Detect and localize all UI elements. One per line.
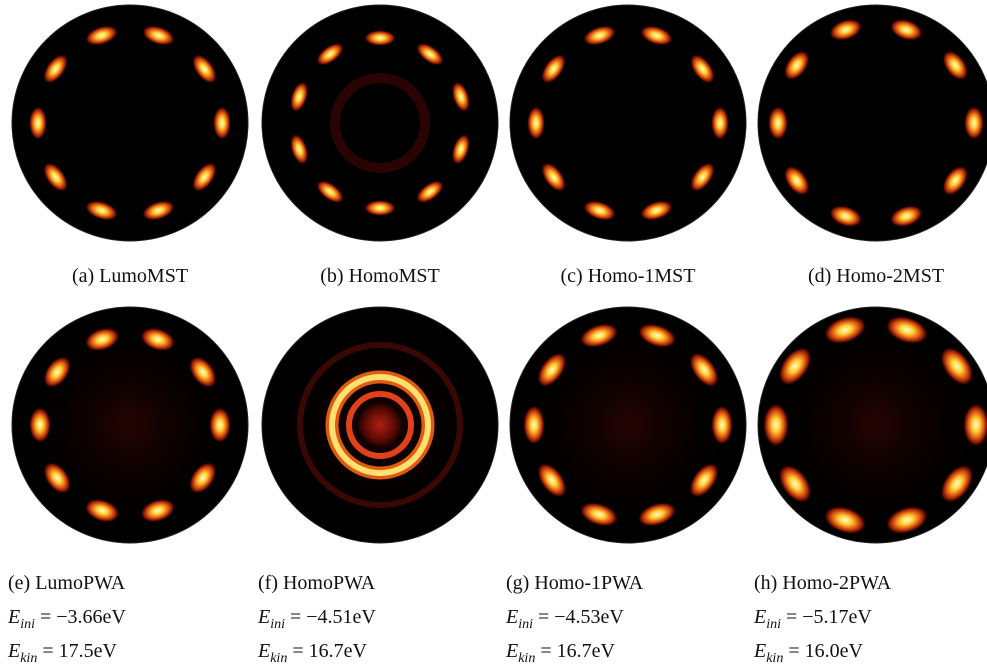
energy-value: = −5.17eV [781, 606, 872, 628]
energy-caption: Eini = −5.17eV [753, 606, 872, 632]
pattern-image [12, 307, 248, 543]
caption: (c) Homo-1MST [561, 265, 696, 287]
caption: (b) HomoMST [320, 265, 439, 287]
subscript: kin [270, 651, 287, 666]
caption: (e) LumoPWA [8, 572, 126, 594]
energy-caption: Ekin = 16.7eV [257, 640, 367, 666]
intensity-spot [768, 106, 788, 140]
subscript: ini [766, 617, 781, 632]
symbol: E [7, 640, 20, 662]
detector-disk [12, 5, 248, 241]
pattern-image [510, 5, 746, 241]
energy-value: = −4.51eV [285, 606, 376, 628]
subscript: kin [766, 651, 783, 666]
symbol: E [505, 606, 518, 628]
halo [512, 309, 744, 541]
caption: (a) LumoMST [72, 265, 188, 287]
figure: (a) LumoMST (b) HomoMST (c) Homo-1MST (d) H… [0, 0, 987, 669]
pattern-image [758, 5, 987, 241]
subscript: ini [20, 617, 35, 632]
intensity-spot [29, 407, 51, 443]
halo [760, 309, 987, 541]
symbol: E [257, 640, 270, 662]
symbol: E [753, 606, 766, 628]
intensity-spot [364, 30, 396, 46]
energy-caption: Ekin = 16.0eV [753, 640, 863, 666]
energy-caption: Eini = −4.53eV [505, 606, 624, 632]
caption: (g) Homo-1PWA [506, 572, 644, 594]
intensity-spot [29, 106, 47, 140]
intensity-spot [711, 106, 729, 140]
symbol: E [753, 640, 766, 662]
intensity-spot [209, 407, 231, 443]
intensity-spot [527, 106, 545, 140]
core [358, 403, 402, 447]
energy-value: = −3.66eV [35, 606, 126, 628]
symbol: E [7, 606, 20, 628]
energy-value: = 16.0eV [783, 640, 863, 662]
pattern-image [262, 5, 498, 241]
symbol: E [505, 640, 518, 662]
caption: (f) HomoPWA [258, 572, 376, 594]
subscript: ini [518, 617, 533, 632]
intensity-spot [364, 200, 396, 216]
pattern-image [758, 307, 987, 543]
subscript: kin [20, 651, 37, 666]
subscript: ini [270, 617, 285, 632]
intensity-spot [213, 106, 231, 140]
energy-value: = 16.7eV [535, 640, 615, 662]
caption: (h) Homo-2PWA [754, 572, 892, 594]
intensity-spot [711, 405, 733, 445]
intensity-spot [964, 106, 984, 140]
energy-caption: Ekin = 17.5eV [7, 640, 117, 666]
symbol: E [257, 606, 270, 628]
pattern-image [12, 5, 248, 241]
energy-caption: Eini = −3.66eV [7, 606, 126, 632]
energy-caption: Eini = −4.51eV [257, 606, 376, 632]
detector-disk [510, 5, 746, 241]
caption: (d) Homo-2MST [808, 265, 944, 287]
subscript: kin [518, 651, 535, 666]
energy-caption: Ekin = 16.7eV [505, 640, 615, 666]
pattern-image [262, 307, 498, 543]
pattern-image [510, 307, 746, 543]
intensity-spot [763, 403, 789, 447]
intensity-spot [523, 405, 545, 445]
energy-value: = 16.7eV [287, 640, 367, 662]
energy-value: = 17.5eV [37, 640, 117, 662]
energy-value: = −4.53eV [533, 606, 624, 628]
